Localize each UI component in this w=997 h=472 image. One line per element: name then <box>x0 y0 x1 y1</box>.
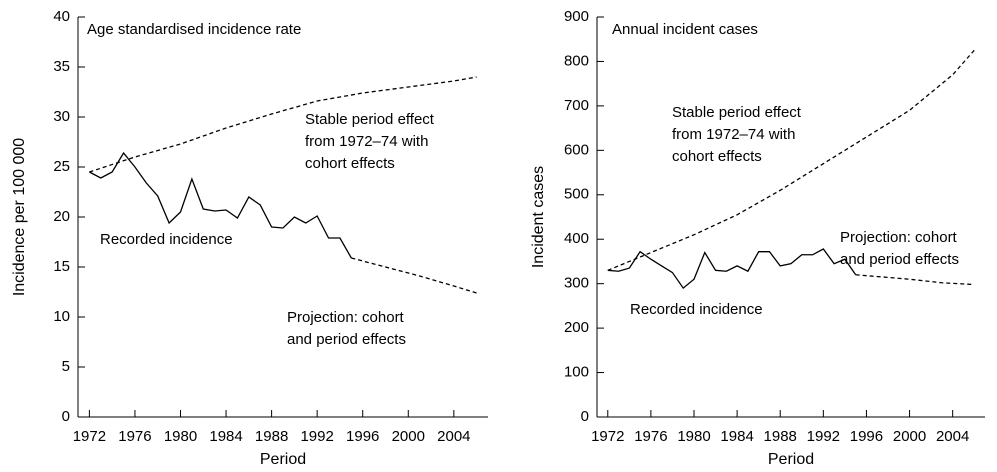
x-tick-label: 1992 <box>300 428 333 445</box>
y-tick-label: 300 <box>564 275 589 292</box>
x-tick-label: 1976 <box>634 428 667 445</box>
y-tick-label: 0 <box>581 408 589 425</box>
x-axis-label: Period <box>260 451 306 468</box>
data-line <box>351 257 477 294</box>
x-tick-label: 1976 <box>118 428 151 445</box>
annotation: Annual incident cases <box>612 21 758 38</box>
y-tick-label: 0 <box>62 408 70 425</box>
x-tick-label: 1972 <box>73 428 106 445</box>
annotation: and period effects <box>840 251 959 268</box>
y-tick-label: 5 <box>62 358 70 375</box>
y-tick-label: 40 <box>53 8 70 25</box>
x-tick-label: 2000 <box>392 428 425 445</box>
y-tick-label: 700 <box>564 97 589 114</box>
annotation: Stable period effect <box>672 104 802 121</box>
x-tick-label: 1992 <box>807 428 840 445</box>
annotation: Projection: cohort <box>840 229 958 246</box>
annotation: from 1972–74 with <box>305 133 428 150</box>
x-tick-label: 2004 <box>936 428 969 445</box>
annotation: Recorded incidence <box>630 301 763 318</box>
y-tick-label: 200 <box>564 319 589 336</box>
y-tick-label: 20 <box>53 208 70 225</box>
x-tick-label: 1984 <box>209 428 242 445</box>
y-tick-label: 25 <box>53 158 70 175</box>
x-tick-label: 1988 <box>255 428 288 445</box>
x-tick-label: 1980 <box>164 428 197 445</box>
y-tick-label: 800 <box>564 52 589 69</box>
y-tick-label: 900 <box>564 8 589 25</box>
y-tick-label: 10 <box>53 308 70 325</box>
data-line <box>89 151 352 259</box>
x-tick-label: 1988 <box>764 428 797 445</box>
data-line <box>855 274 975 286</box>
annotation: and period effects <box>287 331 406 348</box>
y-tick-label: 30 <box>53 108 70 125</box>
y-tick-label: 100 <box>564 364 589 381</box>
x-tick-label: 1972 <box>591 428 624 445</box>
x-tick-label: 1984 <box>720 428 753 445</box>
y-tick-label: 600 <box>564 141 589 158</box>
data-line <box>607 248 857 290</box>
y-tick-label: 500 <box>564 186 589 203</box>
y-axis-label: Incident cases <box>530 166 547 268</box>
annotation: cohort effects <box>672 148 762 165</box>
x-tick-label: 1980 <box>677 428 710 445</box>
annotation: Recorded incidence <box>100 231 233 248</box>
annotation: cohort effects <box>305 155 395 172</box>
y-axis-label: Incidence per 100 000 <box>11 138 28 296</box>
y-tick-label: 35 <box>53 58 70 75</box>
annotation: from 1972–74 with <box>672 126 795 143</box>
x-tick-label: 2004 <box>437 428 470 445</box>
annotation: Projection: cohort <box>287 309 405 326</box>
x-axis-label: Period <box>768 451 814 468</box>
annotation: Stable period effect <box>305 111 435 128</box>
x-tick-label: 2000 <box>893 428 926 445</box>
y-tick-label: 15 <box>53 258 70 275</box>
data-line <box>89 76 477 173</box>
x-tick-label: 1996 <box>850 428 883 445</box>
annotation: Age standardised incidence rate <box>87 21 301 38</box>
x-tick-label: 1996 <box>346 428 379 445</box>
y-tick-label: 400 <box>564 230 589 247</box>
